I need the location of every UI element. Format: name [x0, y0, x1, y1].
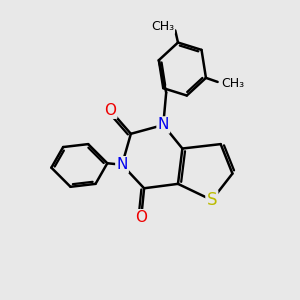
Text: N: N: [116, 157, 128, 172]
Text: N: N: [158, 118, 169, 133]
Text: O: O: [135, 210, 147, 225]
Text: CH₃: CH₃: [151, 20, 174, 33]
Text: S: S: [207, 191, 217, 209]
Text: CH₃: CH₃: [221, 77, 244, 90]
Text: O: O: [104, 103, 116, 118]
